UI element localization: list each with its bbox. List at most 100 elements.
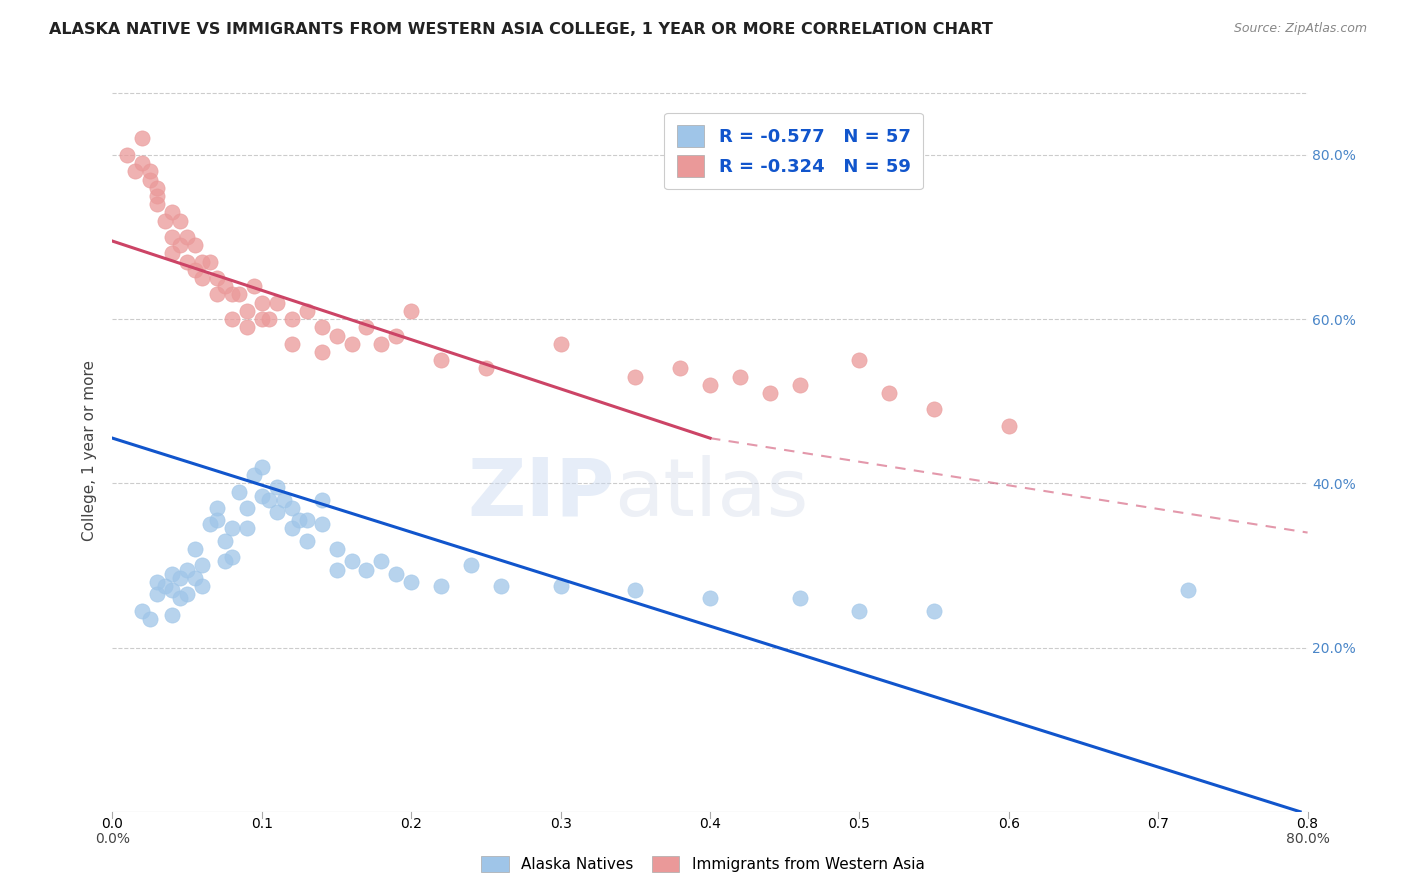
Point — [124, 164, 146, 178]
Point — [430, 579, 453, 593]
Point — [848, 603, 870, 617]
Point — [221, 550, 243, 565]
Point — [191, 254, 214, 268]
Point — [848, 353, 870, 368]
Point — [460, 558, 482, 573]
Point — [162, 566, 183, 581]
Point — [370, 336, 392, 351]
Point — [153, 213, 176, 227]
Point — [266, 295, 288, 310]
Point — [146, 587, 169, 601]
Point — [356, 562, 378, 576]
Point — [295, 533, 318, 548]
Point — [183, 238, 205, 252]
Point — [236, 521, 259, 535]
Text: Source: ZipAtlas.com: Source: ZipAtlas.com — [1233, 22, 1367, 36]
Point — [236, 304, 259, 318]
Point — [922, 402, 945, 417]
Text: 80.0%: 80.0% — [1285, 832, 1330, 847]
Legend: Alaska Natives, Immigrants from Western Asia: Alaska Natives, Immigrants from Western … — [474, 848, 932, 880]
Point — [250, 295, 273, 310]
Point — [273, 492, 295, 507]
Point — [789, 377, 811, 392]
Point — [311, 320, 333, 334]
Point — [922, 603, 945, 617]
Point — [205, 271, 228, 285]
Point — [139, 172, 162, 186]
Point — [401, 574, 423, 589]
Point — [131, 603, 153, 617]
Point — [259, 312, 281, 326]
Point — [131, 156, 153, 170]
Point — [699, 377, 721, 392]
Point — [356, 320, 378, 334]
Point — [624, 582, 647, 597]
Point — [288, 513, 311, 527]
Point — [228, 484, 250, 499]
Point — [205, 287, 228, 301]
Point — [146, 189, 169, 203]
Point — [669, 361, 692, 376]
Point — [162, 230, 183, 244]
Point — [385, 566, 408, 581]
Point — [169, 213, 191, 227]
Legend: R = -0.577   N = 57, R = -0.324   N = 59: R = -0.577 N = 57, R = -0.324 N = 59 — [665, 112, 922, 189]
Point — [198, 517, 221, 532]
Point — [176, 230, 198, 244]
Point — [183, 541, 205, 556]
Point — [146, 574, 169, 589]
Point — [146, 197, 169, 211]
Point — [183, 571, 205, 585]
Point — [146, 180, 169, 194]
Point — [311, 517, 333, 532]
Point — [205, 513, 228, 527]
Text: 0.0%: 0.0% — [96, 832, 129, 847]
Point — [243, 279, 266, 293]
Point — [191, 579, 214, 593]
Point — [221, 312, 243, 326]
Point — [214, 533, 236, 548]
Point — [266, 480, 288, 494]
Point — [250, 312, 273, 326]
Point — [117, 148, 139, 162]
Point — [340, 336, 363, 351]
Point — [162, 246, 183, 260]
Point — [699, 591, 721, 606]
Point — [266, 505, 288, 519]
Point — [162, 582, 183, 597]
Point — [214, 554, 236, 568]
Point — [475, 361, 498, 376]
Point — [325, 562, 347, 576]
Point — [205, 500, 228, 515]
Point — [176, 587, 198, 601]
Point — [191, 271, 214, 285]
Point — [295, 513, 318, 527]
Point — [311, 345, 333, 359]
Point — [759, 386, 782, 401]
Point — [259, 492, 281, 507]
Point — [281, 521, 304, 535]
Point — [550, 579, 572, 593]
Point — [236, 500, 259, 515]
Point — [728, 369, 751, 384]
Point — [624, 369, 647, 384]
Point — [250, 489, 273, 503]
Point — [139, 612, 162, 626]
Point — [281, 336, 304, 351]
Point — [879, 386, 901, 401]
Point — [789, 591, 811, 606]
Point — [169, 238, 191, 252]
Point — [221, 287, 243, 301]
Point — [191, 558, 214, 573]
Point — [169, 591, 191, 606]
Point — [139, 164, 162, 178]
Point — [325, 541, 347, 556]
Point — [325, 328, 347, 343]
Point — [401, 304, 423, 318]
Point — [998, 418, 1021, 433]
Point — [281, 312, 304, 326]
Point — [370, 554, 392, 568]
Point — [153, 579, 176, 593]
Point — [228, 287, 250, 301]
Point — [385, 328, 408, 343]
